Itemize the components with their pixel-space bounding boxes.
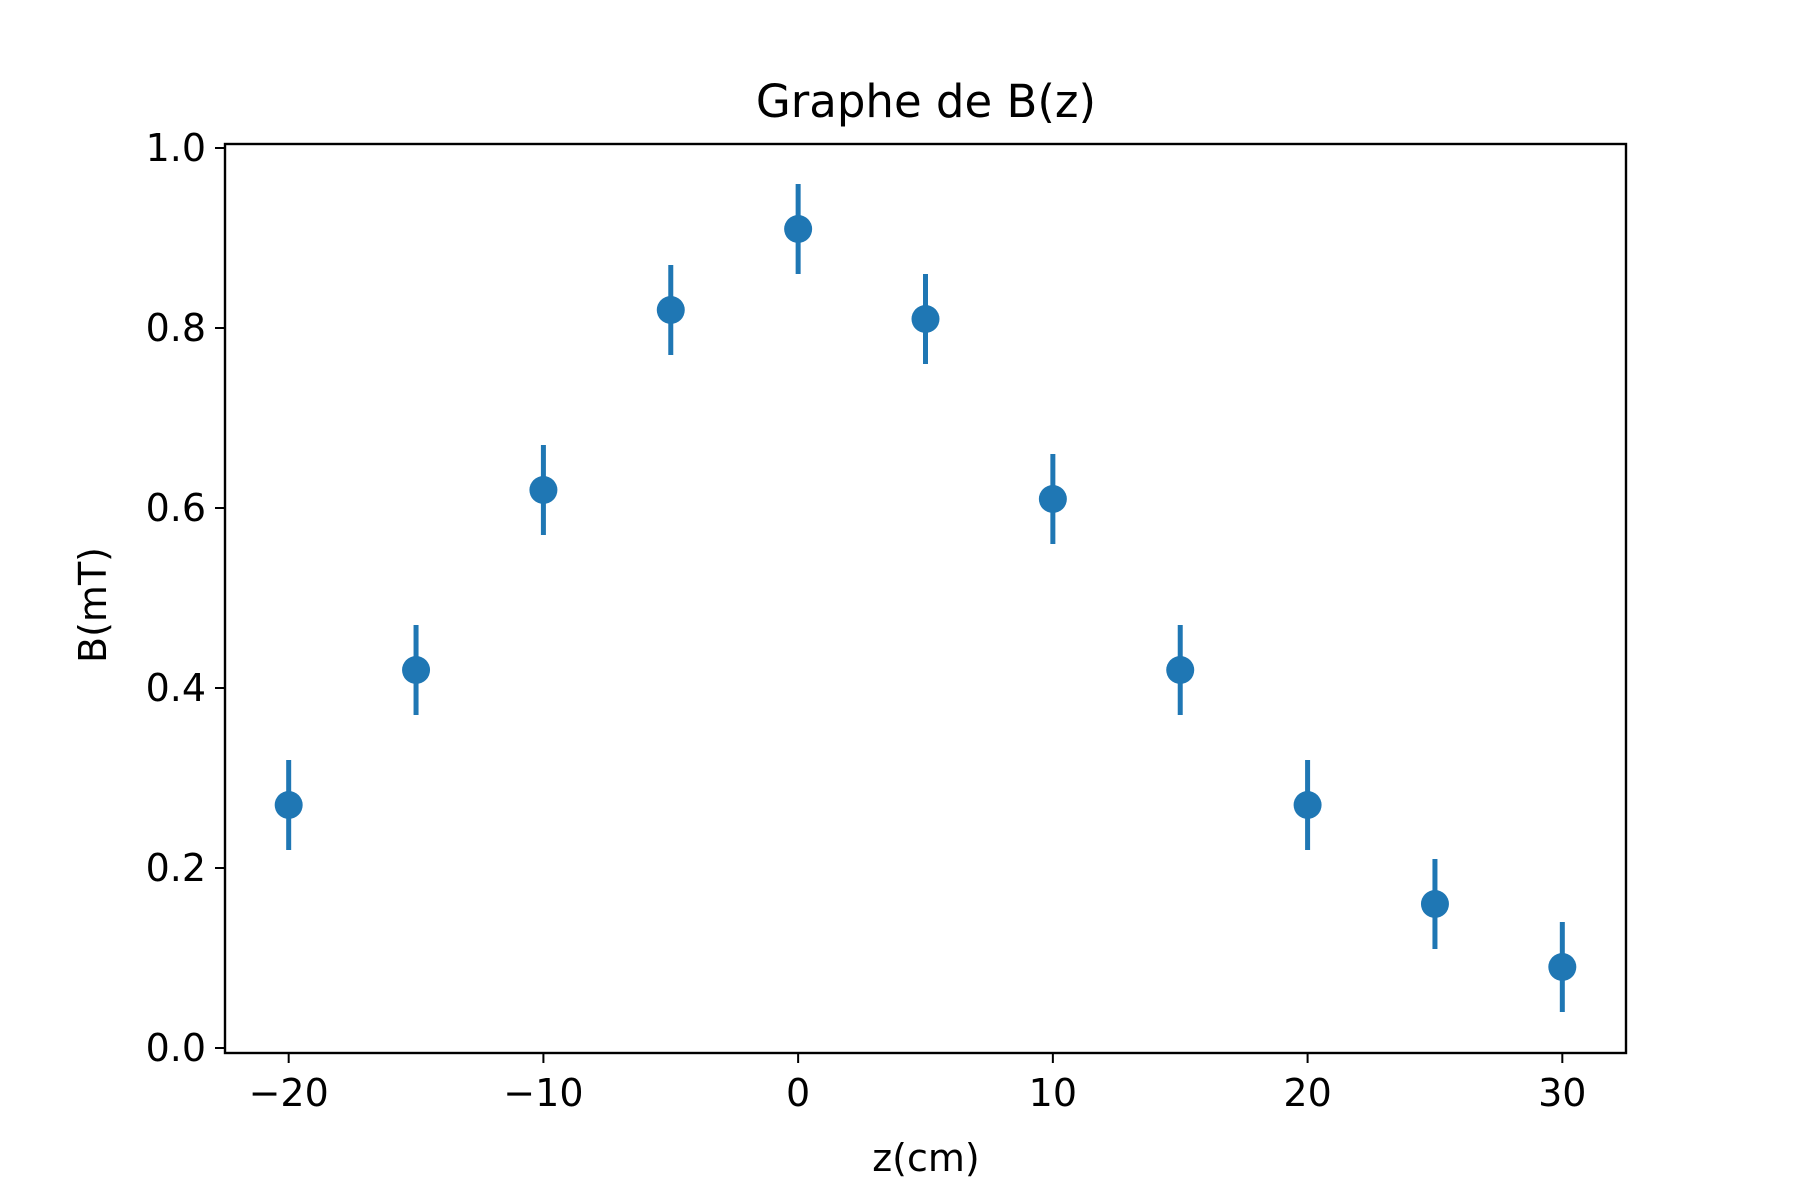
x-tick-label: 10 [1029,1071,1077,1115]
x-axis-label: z(cm) [872,1136,980,1180]
y-axis-label: B(mT) [71,547,115,663]
data-point [1293,791,1322,819]
data-point [529,476,558,504]
data-point [274,791,303,819]
data-point [911,305,940,333]
y-tick-label: 1.0 [146,126,206,170]
data-point [1420,890,1449,918]
y-tick-label: 0.6 [146,486,206,530]
y-tick-label: 0.4 [146,666,206,710]
chart-title: Graphe de B(z) [756,75,1096,128]
data-point [784,215,813,243]
data-point [1038,485,1067,513]
x-axis-ticks: −20 −10 0 10 20 30 [249,1053,1586,1115]
data-point [1548,953,1577,981]
y-tick-label: 0.2 [146,846,206,890]
x-tick-label: 0 [786,1071,810,1115]
y-tick-label: 0.0 [146,1026,206,1070]
data-point [1166,656,1195,684]
data-point [402,656,431,684]
data-points [274,215,1577,981]
data-point [656,296,685,324]
x-tick-label: −10 [503,1071,583,1115]
y-axis-ticks: 0.0 0.2 0.4 0.6 0.8 1.0 [146,126,225,1070]
x-tick-label: 20 [1283,1071,1331,1115]
x-tick-label: −20 [249,1071,329,1115]
x-tick-label: 30 [1538,1071,1586,1115]
plot-area-frame [223,142,1628,1055]
y-tick-label: 0.8 [146,306,206,350]
